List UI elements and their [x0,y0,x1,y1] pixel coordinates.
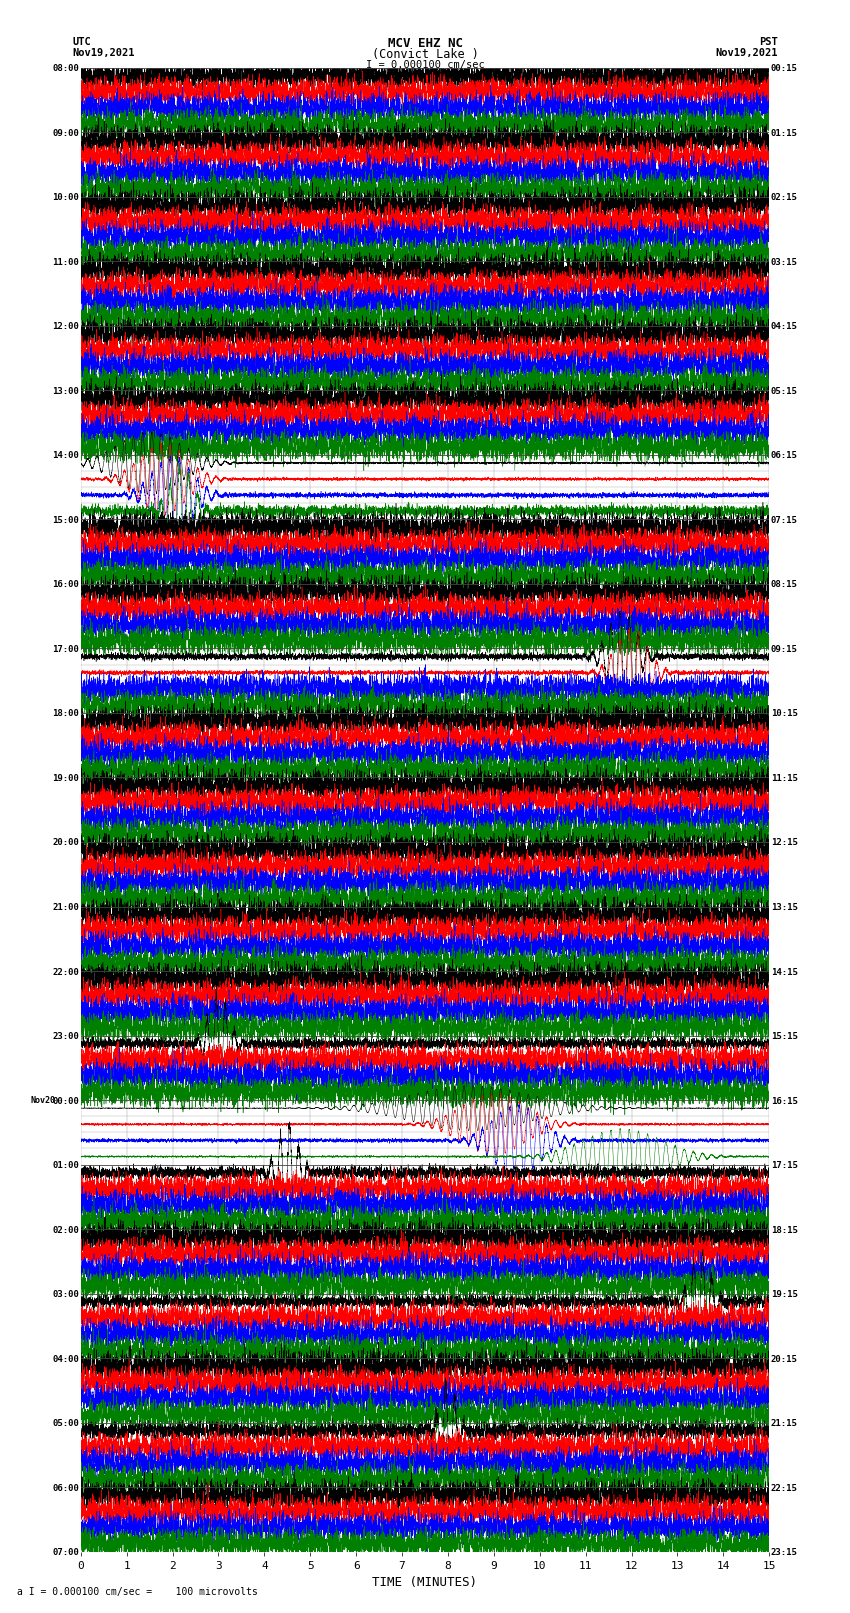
Text: Nov20: Nov20 [31,1095,55,1105]
X-axis label: TIME (MINUTES): TIME (MINUTES) [372,1576,478,1589]
Text: MCV EHZ NC: MCV EHZ NC [388,37,462,50]
Text: Nov19,2021: Nov19,2021 [72,48,135,58]
Text: a I = 0.000100 cm/sec =    100 microvolts: a I = 0.000100 cm/sec = 100 microvolts [17,1587,258,1597]
Text: PST: PST [759,37,778,47]
Text: I = 0.000100 cm/sec: I = 0.000100 cm/sec [366,60,484,69]
Text: (Convict Lake ): (Convict Lake ) [371,48,479,61]
Text: UTC: UTC [72,37,91,47]
Text: Nov19,2021: Nov19,2021 [715,48,778,58]
